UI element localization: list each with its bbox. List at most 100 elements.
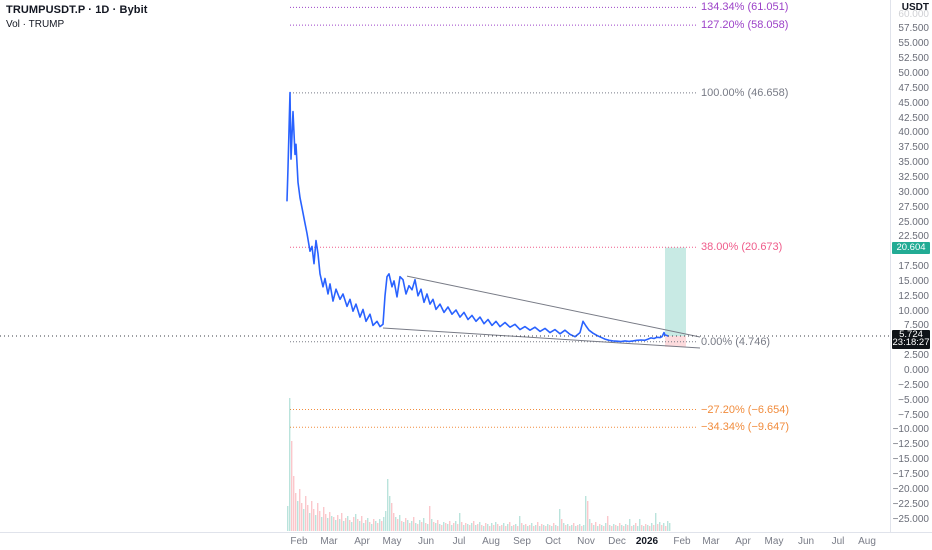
volume-bar <box>547 524 549 531</box>
volume-bar <box>459 513 461 531</box>
volume-bar <box>333 517 335 531</box>
volume-bar <box>661 525 663 531</box>
volume-bar <box>319 511 321 531</box>
volume-bar <box>447 524 449 531</box>
volume-bar <box>421 522 423 531</box>
volume-bar <box>415 523 417 531</box>
fib-level-label[interactable]: 0.00% (4.746) <box>701 335 771 348</box>
time-tick: Oct <box>545 536 561 547</box>
volume-bar <box>365 520 367 531</box>
volume-bar <box>619 523 621 531</box>
price-tick: −2.500 <box>898 379 929 391</box>
time-tick: Nov <box>577 536 595 547</box>
time-tick: Jun <box>797 536 815 547</box>
volume-bar <box>505 526 507 531</box>
price-tick: 42.500 <box>898 112 929 124</box>
volume-bar <box>485 523 487 531</box>
volume-bar <box>493 525 495 531</box>
volume-bar <box>471 523 473 531</box>
volume-bar <box>501 525 503 531</box>
volume-bar <box>355 514 357 531</box>
volume-bar <box>631 526 633 531</box>
volume-bar <box>621 525 623 531</box>
fib-level-label[interactable]: 127.20% (58.058) <box>701 19 789 32</box>
volume-bar <box>383 517 385 531</box>
price-tick: 32.500 <box>898 171 929 183</box>
volume-bar <box>419 520 421 531</box>
volume-bar <box>527 526 529 531</box>
volume-bar <box>579 524 581 531</box>
volume-bar <box>397 519 399 531</box>
volume-bar <box>405 518 407 531</box>
symbol-title[interactable]: TRUMPUSDT.P · 1D · Bybit <box>6 4 148 16</box>
volume-bar <box>605 523 607 531</box>
volume-bar <box>457 524 459 531</box>
volume-bar <box>657 524 659 531</box>
volume-bar <box>523 525 525 531</box>
volume-bar <box>667 521 669 531</box>
price-tick: 25.000 <box>898 216 929 228</box>
volume-bar <box>337 515 339 531</box>
price-tick: 45.000 <box>898 97 929 109</box>
volume-bar <box>325 514 327 531</box>
volume-bar <box>305 496 307 531</box>
volume-bar <box>339 519 341 531</box>
volume-bar <box>481 525 483 531</box>
volume-bar <box>607 516 609 531</box>
current-price-badge: 5.724 23:18:27 <box>892 328 930 349</box>
volume-bar <box>649 526 651 531</box>
volume-bar <box>301 503 303 531</box>
time-tick: Apr <box>735 536 751 547</box>
fib-level-label[interactable]: 100.00% (46.658) <box>701 86 789 99</box>
volume-bar <box>287 506 289 531</box>
volume-bar <box>595 522 597 531</box>
volume-bar <box>643 526 645 531</box>
volume-bar <box>317 503 319 531</box>
volume-bar <box>293 476 295 531</box>
volume-bar <box>431 519 433 531</box>
volume-indicator-title[interactable]: Vol · TRUMP <box>6 19 65 30</box>
volume-bar <box>629 519 631 531</box>
volume-bar <box>589 519 591 531</box>
volume-bar <box>401 521 403 531</box>
volume-bar <box>407 520 409 531</box>
volume-bar <box>497 524 499 531</box>
volume-bar <box>479 522 481 531</box>
volume-bar <box>399 515 401 531</box>
volume-bar <box>593 525 595 531</box>
volume-bar <box>323 507 325 531</box>
fib-level-label[interactable]: 38.00% (20.673) <box>701 241 783 254</box>
volume-bar <box>581 526 583 531</box>
volume-bar <box>455 521 457 531</box>
volume-bar <box>411 521 413 531</box>
volume-bar <box>565 525 567 531</box>
volume-bar <box>669 523 671 531</box>
volume-bar <box>599 524 601 531</box>
time-axis[interactable]: Feb Mar Apr May Jun Jul Aug Sep Oct Nov Dec 2026 Feb… <box>0 532 932 550</box>
chart-legend[interactable]: TRUMPUSDT.P · 1D · Bybit Vol · TRUMP <box>6 4 148 30</box>
current-price-value: 5.724 <box>899 328 923 340</box>
volume-bar <box>373 519 375 531</box>
volume-badge-value: 20.604 <box>896 241 926 253</box>
volume-bar <box>585 496 587 531</box>
price-axis[interactable]: USDT 60.000 57.500 55.000 52.500 50.000 47.5… <box>890 0 932 532</box>
volume-bar <box>611 526 613 531</box>
time-tick: Sep <box>513 536 531 547</box>
volume-bar <box>489 526 491 531</box>
volume-bar <box>417 524 419 531</box>
fib-level-label[interactable]: 134.34% (61.051) <box>701 1 789 14</box>
volume-bar <box>601 525 603 531</box>
volume-bar <box>591 523 593 531</box>
price-tick: −25.000 <box>892 513 929 525</box>
volume-bar <box>297 501 299 531</box>
volume-bar <box>555 525 557 531</box>
volume-bar <box>615 525 617 531</box>
time-tick: Aug <box>482 536 500 547</box>
fib-level-label[interactable]: −34.34% (−9.647) <box>701 421 790 434</box>
volume-bar <box>451 525 453 531</box>
volume-bar <box>535 525 537 531</box>
volume-bar <box>403 522 405 531</box>
fib-level-label[interactable]: −27.20% (−6.654) <box>701 403 790 416</box>
